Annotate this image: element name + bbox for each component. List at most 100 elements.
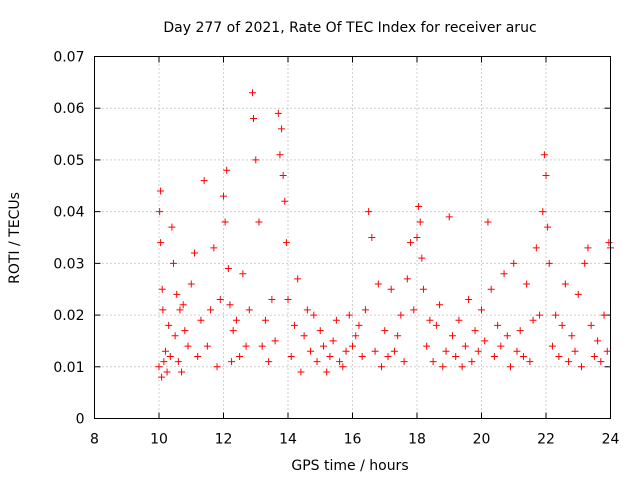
data-point [159, 306, 167, 314]
data-points [155, 89, 614, 381]
y-tick-labels: 0 0.01 0.02 0.03 0.04 0.05 0.06 0.07 [53, 50, 84, 428]
data-point [445, 213, 453, 221]
data-point [587, 321, 595, 329]
data-point [307, 347, 315, 355]
data-point [410, 306, 418, 314]
x-tick-label: 24 [602, 432, 620, 448]
data-point [171, 332, 179, 340]
x-tick-label: 18 [408, 432, 426, 448]
data-point [157, 239, 165, 247]
data-point [287, 352, 295, 360]
data-point [540, 151, 548, 159]
data-point [490, 352, 498, 360]
data-point [436, 301, 444, 309]
data-point [481, 337, 489, 345]
data-point [181, 327, 189, 335]
y-tick-label: 0.04 [53, 205, 84, 221]
data-point [565, 358, 573, 366]
data-point [497, 342, 505, 350]
data-point [160, 358, 168, 366]
data-point [220, 192, 227, 200]
data-point [539, 208, 547, 216]
x-tick-label: 12 [215, 432, 233, 448]
data-point [216, 296, 224, 304]
data-point [568, 332, 576, 340]
y-tick-label: 0.01 [53, 360, 84, 376]
data-point [316, 327, 324, 335]
data-point [300, 332, 308, 340]
data-point [168, 223, 176, 231]
data-point [423, 342, 431, 350]
data-point [213, 363, 221, 371]
data-point [276, 151, 284, 159]
data-point [203, 342, 211, 350]
data-point [507, 363, 515, 371]
data-point [166, 352, 174, 360]
data-point [600, 311, 608, 319]
data-point [542, 171, 550, 179]
x-tick-labels: 8 10 12 14 16 18 20 22 24 [90, 432, 619, 448]
data-point [471, 327, 479, 335]
data-point [526, 358, 534, 366]
data-point [603, 347, 611, 355]
data-point [448, 332, 456, 340]
data-point [455, 316, 463, 324]
data-point [384, 352, 392, 360]
data-point [303, 306, 311, 314]
data-point [332, 316, 340, 324]
data-point [397, 311, 405, 319]
data-point [605, 239, 613, 247]
data-point [452, 352, 460, 360]
data-point [581, 259, 589, 267]
data-point [255, 218, 263, 226]
data-point [329, 337, 337, 345]
data-point [529, 316, 537, 324]
data-point [458, 363, 466, 371]
data-point [155, 363, 163, 371]
data-point [294, 275, 302, 283]
data-point [439, 363, 447, 371]
data-point [571, 347, 579, 355]
data-point [223, 166, 231, 174]
data-point [519, 352, 527, 360]
data-point [494, 321, 502, 329]
data-point [158, 373, 166, 381]
data-point [548, 342, 556, 350]
data-point [232, 316, 240, 324]
data-point [229, 327, 237, 335]
data-point [339, 363, 347, 371]
data-point [390, 347, 398, 355]
data-point [242, 342, 250, 350]
data-point [178, 368, 186, 376]
data-point [371, 347, 379, 355]
data-point [342, 347, 350, 355]
data-point [394, 332, 402, 340]
data-point [516, 327, 524, 335]
data-point [561, 280, 569, 288]
x-tick-label: 14 [279, 432, 297, 448]
data-point [156, 208, 164, 216]
x-axis-label: GPS time / hours [291, 458, 408, 474]
data-point [403, 275, 411, 283]
data-point [252, 156, 260, 164]
data-point [590, 352, 598, 360]
data-point [418, 254, 426, 262]
data-point [197, 316, 205, 324]
data-point [184, 342, 192, 350]
data-point [236, 352, 244, 360]
data-point [407, 239, 415, 247]
data-point [163, 368, 171, 376]
data-point [500, 270, 508, 278]
data-point [265, 358, 273, 366]
data-point [574, 290, 582, 298]
x-tick-label: 22 [537, 432, 555, 448]
data-point [365, 208, 373, 216]
data-point [544, 223, 552, 231]
data-point [432, 321, 440, 329]
data-point [523, 280, 531, 288]
data-point [326, 352, 334, 360]
plot-frame [94, 56, 611, 419]
y-tick-label: 0.07 [53, 50, 84, 66]
data-point [271, 337, 279, 345]
